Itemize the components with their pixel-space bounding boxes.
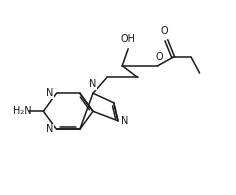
Text: O: O xyxy=(155,52,163,62)
Text: N: N xyxy=(121,116,129,126)
Text: O: O xyxy=(160,27,168,36)
Text: N: N xyxy=(46,88,53,98)
Text: H₂N: H₂N xyxy=(13,106,31,116)
Text: N: N xyxy=(46,124,53,134)
Text: OH: OH xyxy=(120,34,135,44)
Text: N: N xyxy=(89,79,97,90)
